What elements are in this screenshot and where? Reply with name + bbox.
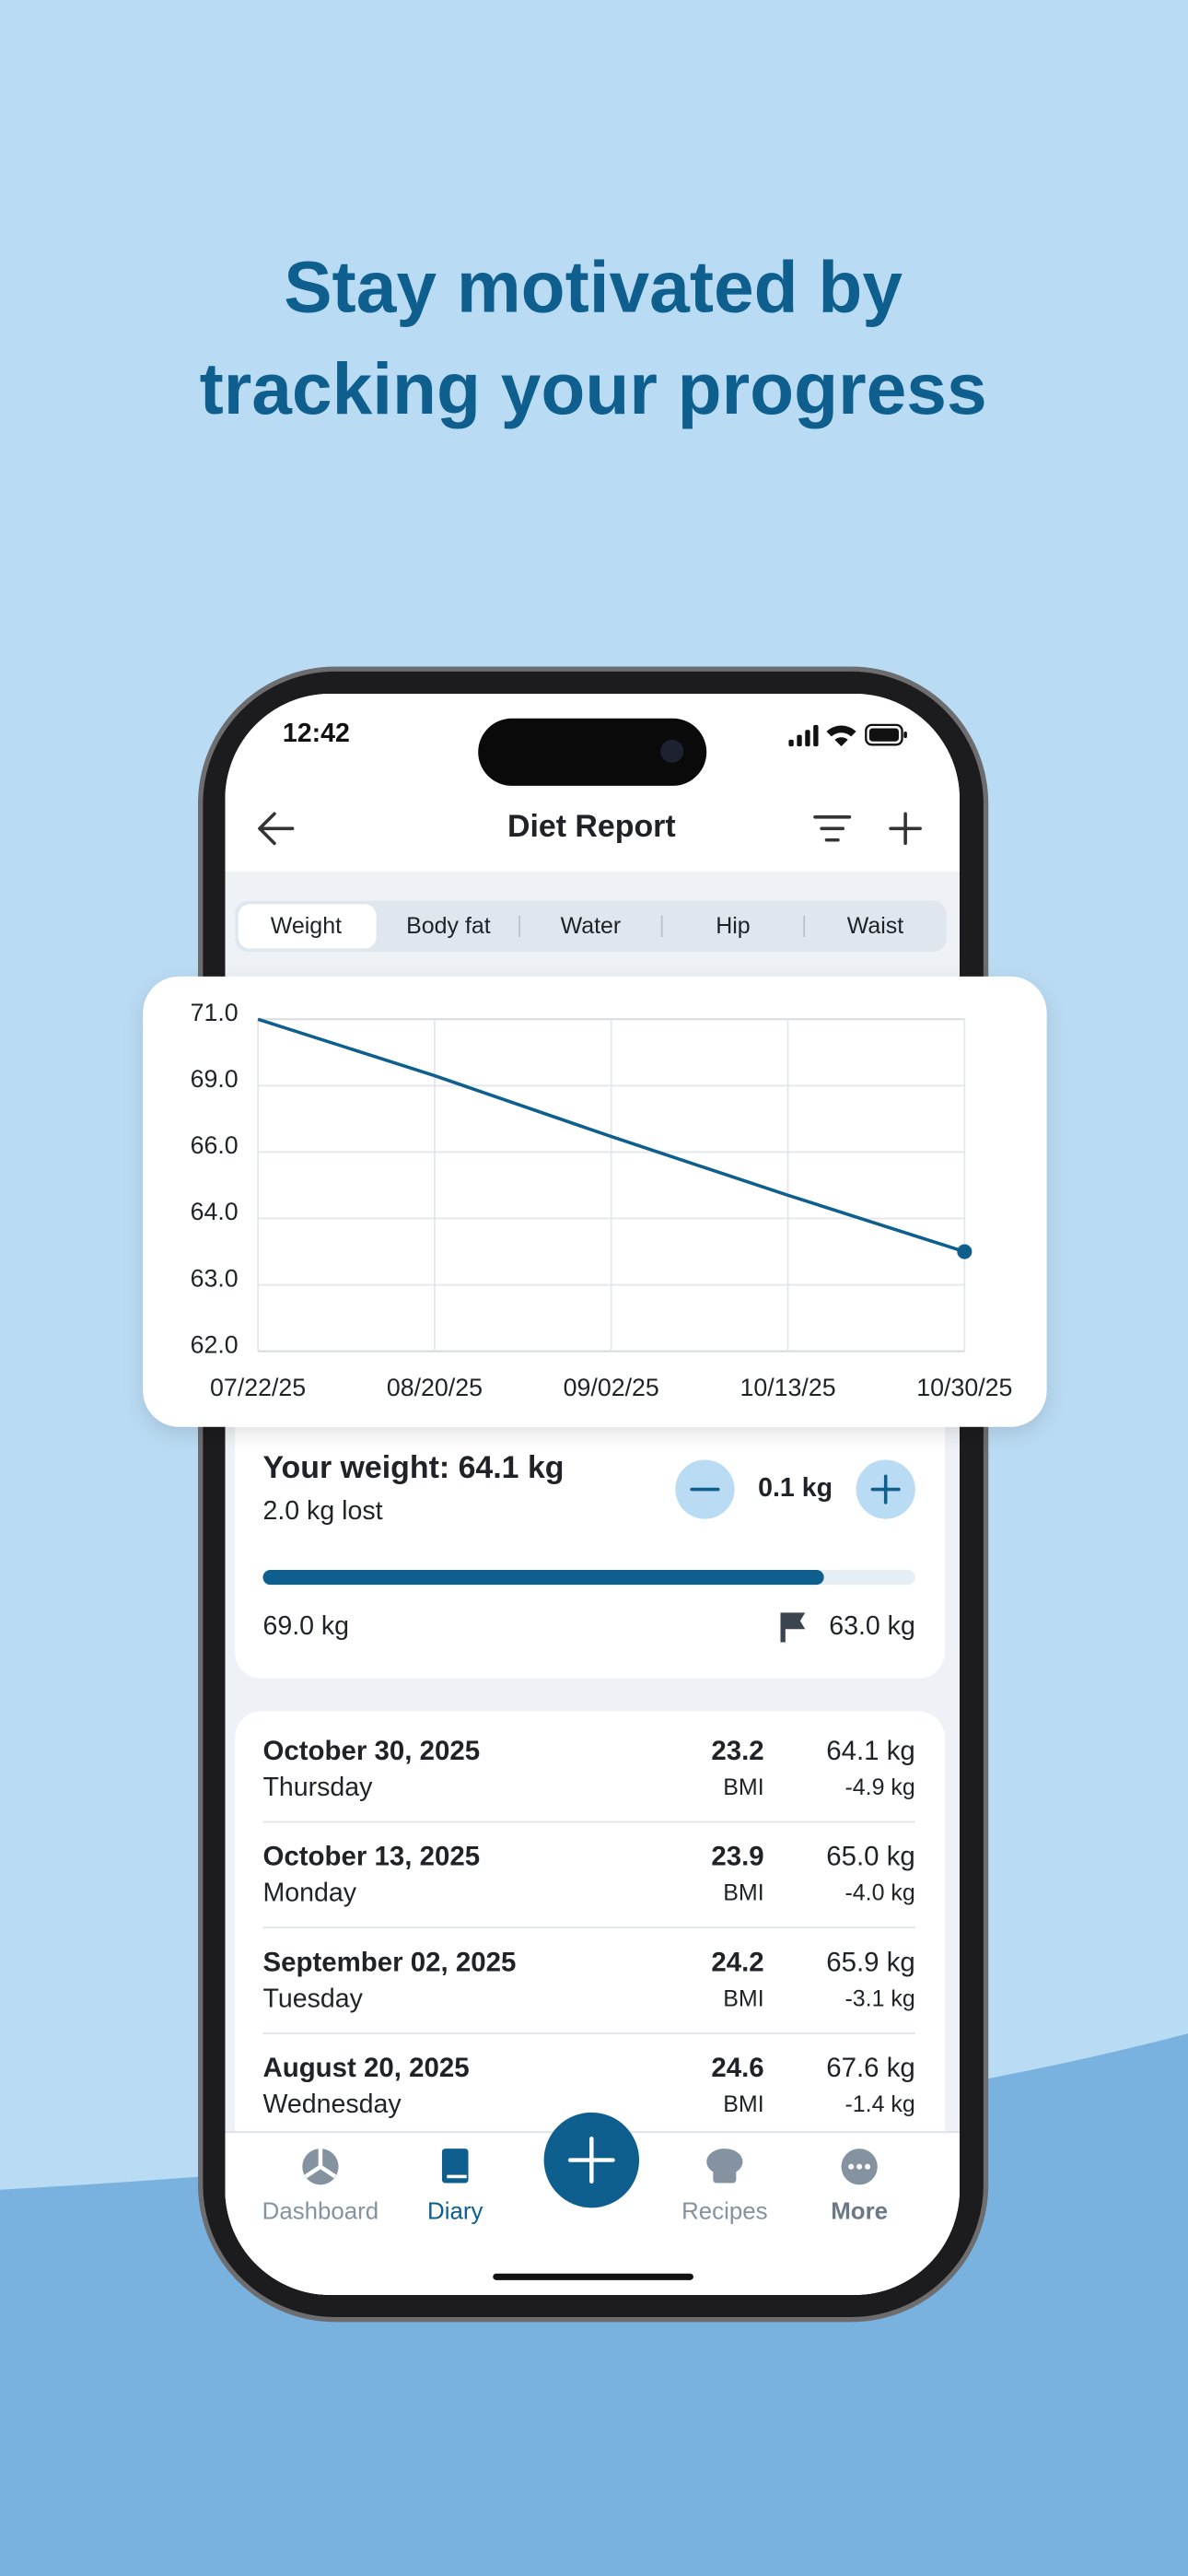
chart-card: 71.0 69.0 66.0 64.0 63.0 62.0 07/22/25 08/20/25…	[143, 976, 1047, 1427]
camera	[660, 739, 684, 763]
progress-fill	[262, 1570, 824, 1586]
entry-weight: 65.0 kg	[826, 1842, 915, 1872]
entry-change: -4.0 kg	[844, 1880, 914, 1906]
y-tick-label: 63.0	[191, 1264, 239, 1292]
entry-bmi-label: BMI	[723, 1985, 763, 2011]
current-weight: Your weight: 64.1 kg	[262, 1450, 564, 1485]
back-button[interactable]	[258, 812, 295, 846]
nav-label: Diary	[427, 2198, 483, 2224]
tab-bar	[235, 900, 947, 953]
fab-plus	[567, 2137, 615, 2184]
step-value: 0.1 kg	[758, 1473, 833, 1503]
nav-item[interactable]: Dashboard	[262, 2149, 379, 2224]
x-tick-label: 08/20/25	[387, 1374, 483, 1401]
y-tick-label: 66.0	[191, 1131, 239, 1159]
x-tick-label: 07/22/25	[210, 1374, 306, 1401]
entry-weight: 65.9 kg	[826, 1947, 915, 1977]
x-tick-label: 10/30/25	[916, 1374, 1012, 1401]
tab[interactable]: Weight	[271, 913, 342, 939]
entry-bmi: 23.2	[711, 1736, 763, 1766]
entry-bmi: 23.9	[711, 1842, 763, 1872]
status-time: 12:42	[283, 719, 350, 748]
nav-item[interactable]: Recipes	[681, 2149, 768, 2224]
entry-bmi-label: BMI	[723, 1774, 763, 1800]
add-button[interactable]	[889, 812, 922, 846]
weight-line	[257, 1017, 965, 1254]
status-icons	[788, 723, 907, 747]
screen: 12:42 Diet Report Weight Body fat Water Hip Wa…	[225, 693, 960, 2295]
tab[interactable]: Waist	[847, 913, 904, 939]
headline: tracking your progress	[200, 348, 987, 429]
bottom-nav-items: Dashboard Diary Recipes More	[225, 2112, 960, 2295]
nav-item[interactable]: Diary	[427, 2149, 483, 2224]
x-tick-label: 09/02/25	[564, 1374, 659, 1401]
tab-selected	[238, 904, 377, 949]
summary-card	[235, 1380, 945, 1679]
entry-weight: 64.1 kg	[826, 1736, 915, 1766]
entry-weekday: Monday	[262, 1879, 356, 1908]
entry-weekday: Thursday	[262, 1773, 373, 1802]
entry-bmi-label: BMI	[723, 2091, 763, 2117]
entry-date: August 20, 2025	[262, 2053, 469, 2083]
entry-date: October 30, 2025	[262, 1736, 480, 1766]
entry-change: -1.4 kg	[844, 2091, 914, 2117]
y-tick-label: 71.0	[191, 999, 239, 1026]
screen-title: Diet Report	[507, 809, 676, 844]
goal-flag	[780, 1612, 806, 1643]
entry-bmi-label: BMI	[723, 1880, 763, 1906]
x-tick-label: 10/13/25	[740, 1374, 835, 1401]
headline: Stay motivated by	[284, 246, 903, 327]
weight-lost: 2.0 kg lost	[262, 1496, 382, 1526]
last-point	[957, 1244, 973, 1259]
y-tick-label: 69.0	[191, 1065, 239, 1093]
y-tick-label: 64.0	[191, 1198, 239, 1225]
entry-bmi: 24.2	[711, 1947, 763, 1977]
tab[interactable]: Hip	[716, 913, 750, 939]
entry-date: September 02, 2025	[262, 1947, 516, 1977]
home-indicator	[493, 2273, 693, 2280]
entry-bmi: 24.6	[711, 2053, 763, 2083]
y-tick-label: 62.0	[191, 1330, 239, 1358]
entry-change: -4.9 kg	[844, 1774, 914, 1800]
dynamic-island	[478, 718, 707, 786]
entry-change: -3.1 kg	[844, 1985, 914, 2011]
plus-icon	[870, 1474, 901, 1505]
tab[interactable]: Water	[561, 913, 622, 939]
nav-item[interactable]: More	[831, 2149, 888, 2224]
filter-button[interactable]	[813, 815, 852, 842]
entry-weekday: Tuesday	[262, 1984, 363, 2013]
entry-weekday: Wednesday	[262, 2090, 402, 2119]
tab[interactable]: Body fat	[406, 913, 491, 939]
nav-label: Dashboard	[262, 2198, 379, 2224]
start-weight: 69.0 kg	[262, 1611, 349, 1641]
entry-date: October 13, 2025	[262, 1842, 480, 1872]
nav-label: More	[831, 2198, 888, 2224]
goal-weight: 63.0 kg	[829, 1611, 915, 1641]
chart-card-bg	[143, 976, 1047, 1427]
nav-label: Recipes	[681, 2198, 767, 2224]
entry-weight: 67.6 kg	[826, 2053, 915, 2083]
